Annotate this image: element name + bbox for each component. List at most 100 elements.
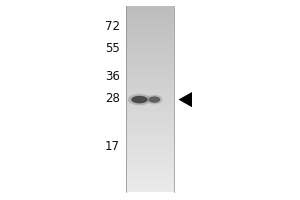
Bar <box>126 150 174 151</box>
Bar <box>126 23 174 24</box>
Bar <box>126 96 174 97</box>
Bar <box>126 16 174 17</box>
Bar <box>126 6 174 7</box>
Bar <box>126 91 174 92</box>
Bar <box>126 7 174 8</box>
Bar <box>126 94 174 95</box>
Bar <box>126 11 174 12</box>
Bar <box>126 64 174 65</box>
Bar <box>126 185 174 186</box>
Bar <box>126 37 174 38</box>
Bar <box>126 15 174 16</box>
Bar <box>126 72 174 73</box>
Bar <box>126 78 174 79</box>
Bar <box>126 184 174 185</box>
Bar <box>126 173 174 174</box>
Text: 28: 28 <box>105 92 120 106</box>
Bar <box>126 34 174 35</box>
Bar <box>126 31 174 32</box>
Bar <box>126 54 174 55</box>
Bar <box>126 154 174 155</box>
Bar <box>126 18 174 19</box>
Bar <box>126 87 174 88</box>
Ellipse shape <box>128 94 151 105</box>
Bar <box>126 46 174 47</box>
Bar <box>126 106 174 107</box>
Bar <box>126 90 174 91</box>
Bar <box>126 130 174 131</box>
Bar <box>126 27 174 28</box>
Bar <box>126 126 174 127</box>
Bar <box>126 162 174 163</box>
Bar <box>126 172 174 173</box>
Bar <box>126 17 174 18</box>
Bar <box>126 169 174 170</box>
Bar <box>126 43 174 44</box>
Bar <box>126 74 174 75</box>
Bar <box>126 178 174 179</box>
Bar <box>126 164 174 165</box>
Bar <box>126 63 174 64</box>
Bar <box>126 147 174 148</box>
Bar <box>126 56 174 57</box>
Bar <box>126 52 174 53</box>
Bar <box>126 88 174 89</box>
Bar <box>126 170 174 171</box>
Bar <box>126 134 174 135</box>
Bar <box>126 79 174 80</box>
Bar <box>126 69 174 70</box>
Bar <box>126 93 174 94</box>
Bar <box>126 58 174 59</box>
Bar <box>126 81 174 82</box>
Bar <box>126 179 174 180</box>
Bar <box>126 47 174 48</box>
Bar <box>126 100 174 101</box>
Bar <box>126 115 174 116</box>
Bar <box>126 168 174 169</box>
Bar <box>126 13 174 14</box>
Bar <box>126 33 174 34</box>
Bar <box>126 10 174 11</box>
Bar <box>126 188 174 189</box>
Bar <box>126 180 174 181</box>
Bar <box>126 181 174 182</box>
Bar <box>126 19 174 20</box>
Bar <box>126 119 174 120</box>
Bar <box>126 114 174 115</box>
Bar <box>126 189 174 190</box>
Ellipse shape <box>149 96 160 103</box>
Bar <box>126 129 174 130</box>
Bar <box>126 171 174 172</box>
Bar <box>126 40 174 41</box>
Bar <box>126 110 174 111</box>
Bar <box>126 57 174 58</box>
Bar <box>126 136 174 137</box>
Bar <box>126 60 174 61</box>
Bar <box>126 92 174 93</box>
Bar <box>126 55 174 56</box>
Bar <box>126 139 174 140</box>
Bar <box>126 104 174 105</box>
Bar <box>126 152 174 153</box>
Bar <box>126 175 174 176</box>
Bar <box>126 25 174 26</box>
Bar <box>126 161 174 162</box>
Bar <box>126 163 174 164</box>
Bar <box>126 116 174 117</box>
Bar <box>126 61 174 62</box>
Bar <box>126 123 174 124</box>
Bar <box>126 105 174 106</box>
Bar <box>126 102 174 103</box>
Bar <box>126 143 174 144</box>
Bar <box>126 140 174 141</box>
Bar <box>126 155 174 156</box>
Bar <box>126 133 174 134</box>
Bar <box>126 51 174 52</box>
Bar <box>126 49 174 50</box>
Bar <box>126 62 174 63</box>
Bar <box>126 145 174 146</box>
Bar <box>126 124 174 125</box>
Bar <box>126 59 174 60</box>
Bar <box>126 135 174 136</box>
Bar <box>126 144 174 145</box>
